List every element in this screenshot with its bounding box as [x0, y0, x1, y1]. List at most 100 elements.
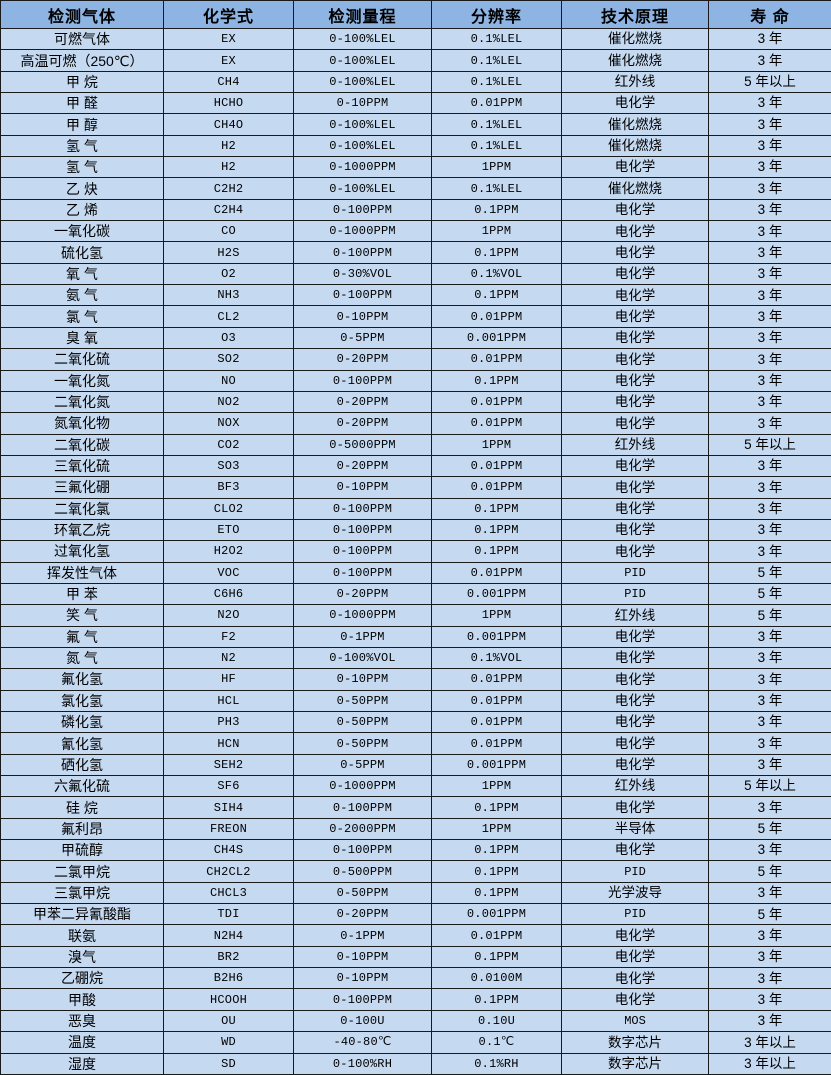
cell-tech: 数字芯片	[561, 1052, 709, 1075]
cell-range: 0-10PPM	[293, 967, 432, 990]
cell-life: 3 年	[708, 988, 831, 1011]
table-row: 氰化氢 HCN 0-50PPM 0.01PPM 电化学 3 年	[0, 732, 831, 755]
cell-name: 磷化氢	[0, 710, 164, 734]
cell-tech: 电化学	[561, 198, 709, 222]
cell-tech: 电化学	[561, 326, 709, 350]
cell-tech: 电化学	[561, 348, 709, 371]
cell-name: 硫化氢	[0, 241, 164, 264]
cell-range: 0-5PPM	[293, 753, 432, 777]
cell-name: 甲 苯	[0, 582, 164, 606]
cell-name: 二氧化碳	[0, 433, 164, 456]
cell-tech: 催化燃烧	[561, 177, 709, 200]
cell-formula: CHCL3	[163, 881, 294, 905]
cell-range: 0-100U	[293, 1009, 432, 1033]
cell-formula: EX	[163, 27, 294, 51]
cell-res: 0.1%LEL	[431, 177, 562, 200]
table-row: 甲 烷 CH4 0-100%LEL 0.1%LEL 红外线 5 年以上	[0, 70, 831, 94]
cell-life: 3 年	[708, 540, 831, 563]
cell-tech: 电化学	[561, 625, 709, 648]
cell-formula: H2O2	[163, 540, 294, 563]
cell-name: 氮 气	[0, 646, 164, 670]
cell-tech: 电化学	[561, 945, 709, 969]
cell-tech: 电化学	[561, 390, 709, 414]
cell-life: 3 年	[708, 156, 831, 179]
cell-life: 3 年	[708, 476, 831, 499]
cell-res: 1PPM	[431, 220, 562, 243]
table-row: 甲酸 HCOOH 0-100PPM 0.1PPM 电化学 3 年	[0, 988, 831, 1011]
cell-range: 0-20PPM	[293, 412, 432, 435]
cell-tech: 电化学	[561, 220, 709, 243]
cell-range: 0-1000PPM	[293, 220, 432, 243]
cell-range: 0-50PPM	[293, 881, 432, 905]
cell-range: 0-10PPM	[293, 305, 432, 328]
cell-range: 0-100%LEL	[293, 177, 432, 200]
cell-formula: CO2	[163, 433, 294, 456]
cell-range: 0-50PPM	[293, 689, 432, 713]
cell-life: 3 年	[708, 369, 831, 392]
cell-life: 3 年	[708, 49, 831, 72]
cell-name: 氨 气	[0, 284, 164, 307]
cell-res: 1PPM	[431, 156, 562, 179]
table-row: 过氧化氢 H2O2 0-100PPM 0.1PPM 电化学 3 年	[0, 540, 831, 563]
table-row: 氢 气 H2 0-1000PPM 1PPM 电化学 3 年	[0, 156, 831, 179]
cell-range: 0-50PPM	[293, 732, 432, 755]
cell-formula: WD	[163, 1031, 294, 1054]
cell-tech: 红外线	[561, 775, 709, 798]
cell-tech: 电化学	[561, 518, 709, 542]
cell-res: 0.1PPM	[431, 497, 562, 520]
cell-range: 0-50PPM	[293, 710, 432, 734]
cell-formula: H2S	[163, 241, 294, 264]
cell-res: 0.01PPM	[431, 412, 562, 435]
cell-tech: 电化学	[561, 454, 709, 478]
cell-life: 3 年	[708, 326, 831, 350]
cell-formula: FREON	[163, 817, 294, 841]
cell-res: 0.1PPM	[431, 540, 562, 563]
cell-formula: SO3	[163, 454, 294, 478]
cell-formula: SF6	[163, 775, 294, 798]
cell-name: 氯 气	[0, 305, 164, 328]
table-row: 乙 烯 C2H4 0-100PPM 0.1PPM 电化学 3 年	[0, 198, 831, 222]
cell-name: 三氟化硼	[0, 476, 164, 499]
table-row: 溴气 BR2 0-10PPM 0.1PPM 电化学 3 年	[0, 945, 831, 969]
cell-life: 3 年	[708, 220, 831, 243]
cell-range: 0-100PPM	[293, 561, 432, 584]
cell-range: 0-1000PPM	[293, 156, 432, 179]
cell-range: 0-1PPM	[293, 625, 432, 648]
cell-formula: HF	[163, 668, 294, 691]
cell-range: 0-100%LEL	[293, 49, 432, 72]
cell-name: 联氨	[0, 924, 164, 947]
table-row: 二氧化氯 CLO2 0-100PPM 0.1PPM 电化学 3 年	[0, 497, 831, 520]
cell-name: 氮氧化物	[0, 412, 164, 435]
table-row: 氮 气 N2 0-100%VOL 0.1%VOL 电化学 3 年	[0, 646, 831, 670]
cell-name: 甲酸	[0, 988, 164, 1011]
cell-life: 3 年	[708, 198, 831, 222]
cell-range: 0-5PPM	[293, 326, 432, 350]
cell-range: 0-10PPM	[293, 668, 432, 691]
cell-formula: N2	[163, 646, 294, 670]
table-row: 可燃气体 EX 0-100%LEL 0.1%LEL 催化燃烧 3 年	[0, 27, 831, 51]
cell-life: 3 年	[708, 753, 831, 777]
cell-name: 甲苯二异氰酸酯	[0, 903, 164, 926]
cell-life: 3 年以上	[708, 1052, 831, 1075]
cell-res: 0.1PPM	[431, 198, 562, 222]
cell-name: 六氟化硫	[0, 775, 164, 798]
cell-formula: SD	[163, 1052, 294, 1075]
cell-tech: PID	[561, 860, 709, 883]
cell-name: 可燃气体	[0, 27, 164, 51]
cell-life: 3 年	[708, 134, 831, 158]
cell-formula: HCL	[163, 689, 294, 713]
cell-formula: NO	[163, 369, 294, 392]
cell-tech: 电化学	[561, 369, 709, 392]
cell-range: 0-20PPM	[293, 903, 432, 926]
cell-res: 0.01PPM	[431, 710, 562, 734]
cell-formula: NOX	[163, 412, 294, 435]
cell-tech: 电化学	[561, 262, 709, 286]
cell-res: 0.001PPM	[431, 326, 562, 350]
cell-tech: 光学波导	[561, 881, 709, 905]
cell-res: 0.1%LEL	[431, 49, 562, 72]
cell-range: 0-100PPM	[293, 540, 432, 563]
table-row: 恶臭 OU 0-100U 0.10U MOS 3 年	[0, 1009, 831, 1033]
cell-formula: OU	[163, 1009, 294, 1033]
cell-formula: H2	[163, 134, 294, 158]
